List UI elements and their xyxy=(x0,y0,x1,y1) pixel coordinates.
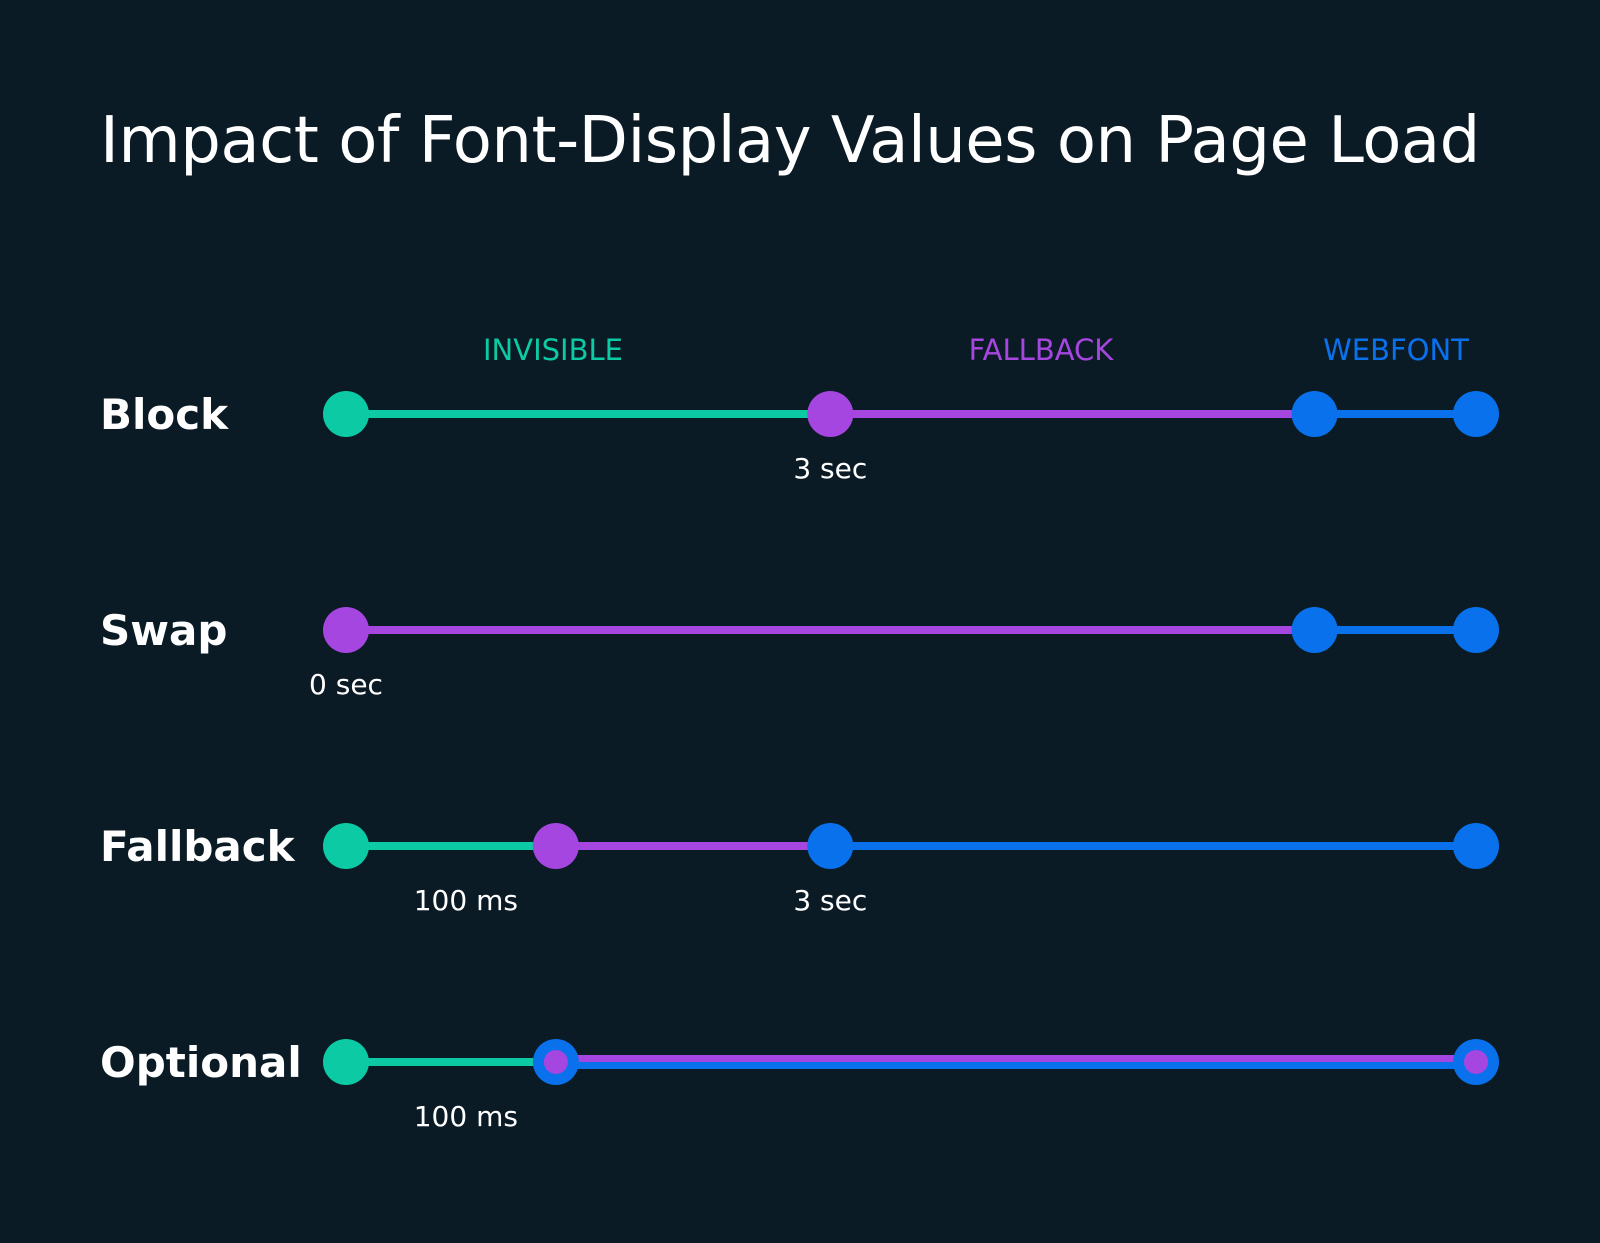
row-label: Optional xyxy=(100,1038,302,1087)
marker-webfont xyxy=(1291,391,1338,437)
time-label-0-sec: 0 sec xyxy=(309,668,383,701)
marker-webfont xyxy=(1453,823,1499,869)
time-label-100-ms: 100 ms xyxy=(414,884,518,917)
row-label: Fallback xyxy=(100,822,296,871)
segment-webfont xyxy=(1314,410,1476,418)
segment-webfont xyxy=(555,1062,1476,1069)
segment-invisible xyxy=(346,1058,556,1066)
segment-fallback xyxy=(555,1055,1476,1062)
row-label: Swap xyxy=(100,606,227,655)
marker-webfont xyxy=(807,823,854,869)
marker-invisible xyxy=(323,1039,369,1085)
time-label-3-sec: 3 sec xyxy=(793,884,867,917)
row-optional: Optional 100 ms xyxy=(100,1038,1499,1133)
marker-fallback xyxy=(807,391,854,437)
segment-webfont xyxy=(1314,626,1476,634)
marker-fallback-inner xyxy=(1464,1050,1488,1074)
segment-invisible xyxy=(346,842,556,850)
marker-webfont xyxy=(1453,607,1499,653)
marker-webfont xyxy=(1291,607,1338,653)
legend-fallback: FALLBACK xyxy=(969,333,1115,367)
marker-webfont xyxy=(1453,391,1499,437)
segment-invisible xyxy=(346,410,831,418)
row-block: Block 3 sec xyxy=(100,390,1499,485)
time-label-3-sec: 3 sec xyxy=(793,452,867,485)
phase-legend: INVISIBLE FALLBACK WEBFONT xyxy=(483,333,1469,367)
time-label-100-ms: 100 ms xyxy=(414,1100,518,1133)
page-title: Impact of Font-Display Values on Page Lo… xyxy=(100,104,1480,178)
timeline-rows: Block 3 sec Swap 0 sec Fallback 100 ms 3 sec Op… xyxy=(100,390,1499,1133)
legend-webfont: WEBFONT xyxy=(1323,333,1469,367)
row-fallback: Fallback 100 ms 3 sec xyxy=(100,822,1499,917)
marker-fallback xyxy=(323,607,369,653)
segment-webfont xyxy=(830,842,1476,850)
segment-fallback xyxy=(346,626,1315,634)
marker-invisible xyxy=(323,823,369,869)
marker-invisible xyxy=(323,391,369,437)
row-label: Block xyxy=(100,390,229,439)
segment-fallback xyxy=(555,842,831,850)
row-swap: Swap 0 sec xyxy=(100,606,1499,701)
segment-fallback xyxy=(830,410,1315,418)
marker-fallback xyxy=(532,823,579,869)
legend-invisible: INVISIBLE xyxy=(483,333,623,367)
marker-fallback-inner xyxy=(543,1050,568,1074)
